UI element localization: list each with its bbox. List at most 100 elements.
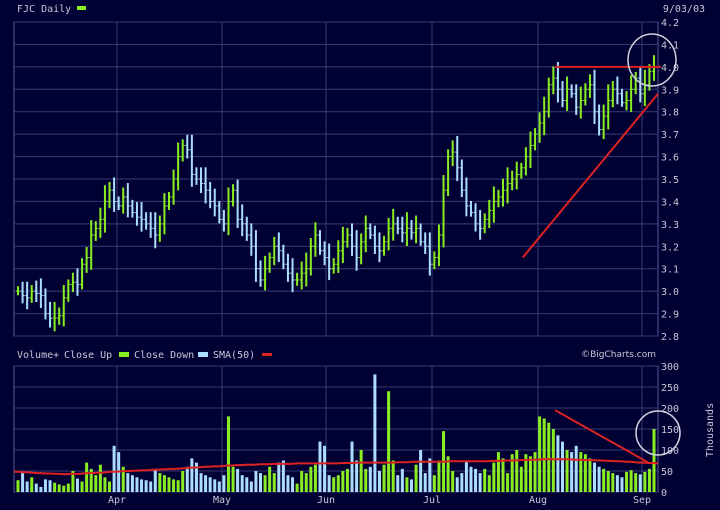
volume-bar bbox=[62, 485, 66, 492]
volume-bar bbox=[414, 464, 418, 492]
price-bar bbox=[546, 77, 551, 118]
volume-bar bbox=[538, 416, 542, 492]
volume-bar bbox=[588, 458, 592, 492]
volume-bar bbox=[483, 468, 487, 492]
volume-bar bbox=[268, 466, 272, 492]
price-bar bbox=[48, 301, 53, 328]
price-bars bbox=[16, 55, 656, 332]
price-bar bbox=[166, 192, 171, 210]
volume-bar bbox=[158, 473, 162, 492]
price-tick-label: 4.0 bbox=[661, 63, 679, 74]
price-bar bbox=[578, 86, 583, 119]
volume-legend-prefix: Volume+ bbox=[17, 350, 59, 361]
volume-bar bbox=[583, 454, 587, 492]
volume-bar bbox=[597, 466, 601, 492]
volume-bar bbox=[327, 475, 331, 492]
price-bar bbox=[98, 207, 103, 238]
volume-tick-label: 200 bbox=[661, 404, 679, 415]
price-bar bbox=[34, 280, 39, 303]
price-bar bbox=[377, 232, 382, 263]
price-tick-label: 3.9 bbox=[661, 85, 679, 96]
volume-bar bbox=[245, 477, 249, 492]
support-trendline bbox=[521, 93, 659, 259]
price-bar bbox=[267, 252, 272, 273]
volume-bar bbox=[634, 473, 638, 492]
volume-bar bbox=[103, 477, 107, 492]
price-bar bbox=[409, 220, 414, 240]
price-bar bbox=[29, 285, 34, 303]
volume-bar bbox=[474, 468, 478, 492]
price-bar bbox=[171, 169, 176, 205]
volume-bar bbox=[405, 477, 409, 492]
price-bar bbox=[253, 230, 258, 282]
volume-bar bbox=[286, 475, 290, 492]
volume-legend-up-swatch bbox=[119, 352, 129, 357]
volume-bar bbox=[309, 466, 313, 492]
volume-bar bbox=[355, 460, 359, 492]
price-bar bbox=[404, 212, 409, 247]
price-bar bbox=[157, 215, 162, 242]
volume-bar bbox=[419, 450, 423, 492]
chart-date: 9/03/03 bbox=[663, 4, 705, 15]
month-axis-labels: Apr May Jun Jul Aug Sep bbox=[108, 495, 651, 506]
volume-bar bbox=[25, 481, 29, 492]
volume-bar bbox=[130, 475, 134, 492]
price-bar bbox=[583, 83, 588, 106]
price-bar bbox=[93, 221, 98, 241]
price-bar bbox=[221, 209, 226, 232]
volume-bar bbox=[75, 478, 79, 492]
price-bar bbox=[427, 232, 432, 276]
volume-bar bbox=[432, 475, 436, 492]
price-tick-label: 4.1 bbox=[661, 40, 679, 51]
volume-bar bbox=[368, 466, 372, 492]
price-bar bbox=[395, 216, 400, 235]
price-bar bbox=[139, 202, 144, 232]
volume-bar bbox=[185, 466, 189, 492]
volume-bar bbox=[39, 486, 43, 492]
volume-legend-down-label: Close Down bbox=[134, 350, 194, 361]
price-bar bbox=[610, 80, 615, 108]
price-bar bbox=[533, 128, 538, 151]
price-bar bbox=[354, 230, 359, 271]
volume-bar bbox=[43, 479, 47, 492]
price-bar bbox=[107, 181, 112, 209]
price-bar bbox=[555, 61, 560, 103]
price-bar bbox=[528, 131, 533, 168]
price-bar bbox=[464, 177, 469, 217]
volume-bar bbox=[423, 473, 427, 492]
price-bar bbox=[66, 279, 71, 302]
price-bar bbox=[519, 162, 524, 179]
price-bar bbox=[176, 142, 181, 191]
price-bar bbox=[418, 223, 423, 246]
volume-bar bbox=[295, 483, 299, 492]
volume-bar bbox=[396, 475, 400, 492]
price-bar bbox=[263, 255, 268, 291]
volume-sma bbox=[14, 458, 659, 476]
price-bar bbox=[38, 278, 43, 308]
volume-bar bbox=[304, 473, 308, 492]
volume-bar bbox=[240, 475, 244, 492]
price-bar bbox=[327, 243, 332, 281]
volume-highlight-circle bbox=[635, 410, 681, 456]
price-tick-label: 3.8 bbox=[661, 108, 679, 119]
price-tick-label: 3.6 bbox=[661, 153, 679, 164]
watermark: ©BigCharts.com bbox=[581, 350, 656, 360]
volume-bar bbox=[30, 477, 34, 492]
volume-bar bbox=[345, 468, 349, 492]
volume-bar bbox=[57, 484, 61, 492]
volume-bar bbox=[194, 462, 198, 492]
volume-bar bbox=[277, 462, 281, 492]
price-bar bbox=[112, 177, 117, 212]
price-bar bbox=[185, 134, 190, 159]
volume-bar bbox=[551, 429, 555, 492]
volume-bar bbox=[492, 462, 496, 492]
volume-bar bbox=[510, 454, 514, 492]
price-bar bbox=[203, 167, 208, 204]
volume-bar bbox=[254, 471, 258, 492]
price-bar bbox=[144, 212, 149, 230]
price-bar bbox=[84, 246, 89, 273]
price-bar bbox=[569, 84, 574, 98]
volume-tick-label: 250 bbox=[661, 383, 679, 394]
volume-bar bbox=[570, 452, 574, 492]
price-tick-label: 2.8 bbox=[661, 332, 679, 343]
